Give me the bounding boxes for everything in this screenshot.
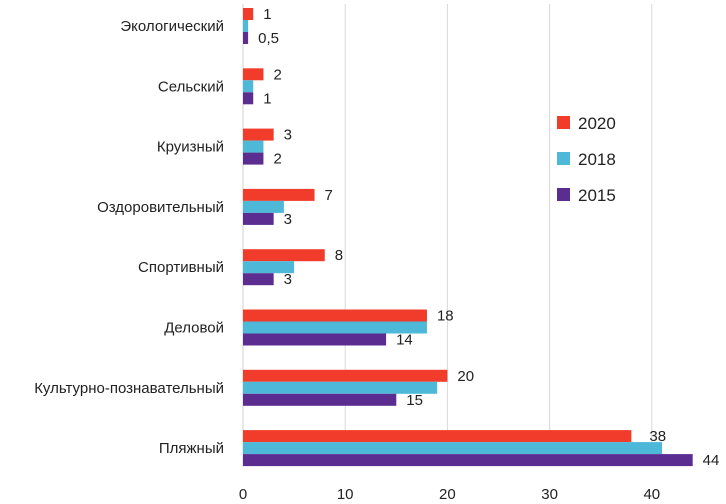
data-label-2020: 18 [437,308,454,325]
bar-2015 [243,333,387,346]
category-label: Деловой [164,320,224,337]
bar-2015 [243,454,693,467]
data-label-2020: 2 [273,66,281,83]
legend-swatch-2020 [557,116,570,129]
data-label-2020: 7 [325,187,333,204]
category-label: Спортивный [138,259,224,276]
bar-2020 [243,68,264,81]
category-label: Экологический [120,18,224,35]
data-label-2020: 20 [457,368,474,385]
bar-2020 [243,128,274,141]
data-label-2020: 1 [263,6,271,23]
category-label: Пляжный [159,440,224,457]
bar-2018 [243,321,427,334]
data-label-2015: 1 [263,90,271,107]
data-label-2020: 3 [284,127,292,144]
x-tick-label: 10 [337,486,354,503]
bar-2015 [243,32,249,44]
bar-2020 [243,188,315,201]
category-label: Сельский [158,78,224,95]
bar-2018 [243,200,284,213]
data-label-2015: 2 [273,151,281,168]
bar-2020 [243,369,448,382]
bar-2015 [243,212,274,225]
data-label-2015: 3 [284,271,292,288]
x-tick-label: 20 [439,486,456,503]
data-label-2015: 0,5 [258,30,279,47]
bar-2018 [243,442,663,455]
bar-2018 [243,381,438,394]
data-label-2015: 44 [703,452,720,469]
bar-2020 [243,309,427,322]
data-label-2015: 14 [396,332,413,349]
bar-2020 [243,8,254,20]
x-tick-label: 30 [541,486,558,503]
legend-label-2020: 2020 [578,114,616,133]
bars [243,8,693,467]
bar-2015 [243,273,274,286]
legend-swatch-2018 [557,152,570,165]
category-label: Круизный [157,139,224,156]
bar-2018 [243,261,295,274]
bar-2015 [243,393,397,406]
bar-2018 [243,140,264,153]
x-axis-ticks: 0 10 20 30 40 [239,486,660,503]
category-labels: Экологический Сельский Круизный Оздоровител… [34,18,224,457]
bar-2018 [243,20,249,32]
legend-label-2015: 2015 [578,186,616,205]
x-tick-label: 0 [239,486,247,503]
bar-2018 [243,80,254,93]
bar-2015 [243,152,264,165]
bar-2015 [243,92,254,105]
data-label-2020: 38 [649,428,666,445]
bar-2020 [243,249,325,262]
legend: 2020 2018 2015 [557,114,616,205]
x-tick-label: 40 [643,486,660,503]
category-label: Культурно-познавательный [34,380,224,397]
data-label-2015: 15 [406,392,423,409]
data-label-2020: 8 [335,247,343,264]
legend-label-2018: 2018 [578,150,616,169]
legend-swatch-2015 [557,188,570,201]
bar-2020 [243,430,632,443]
data-label-2015: 3 [284,211,292,228]
category-label: Оздоровительный [97,199,224,216]
